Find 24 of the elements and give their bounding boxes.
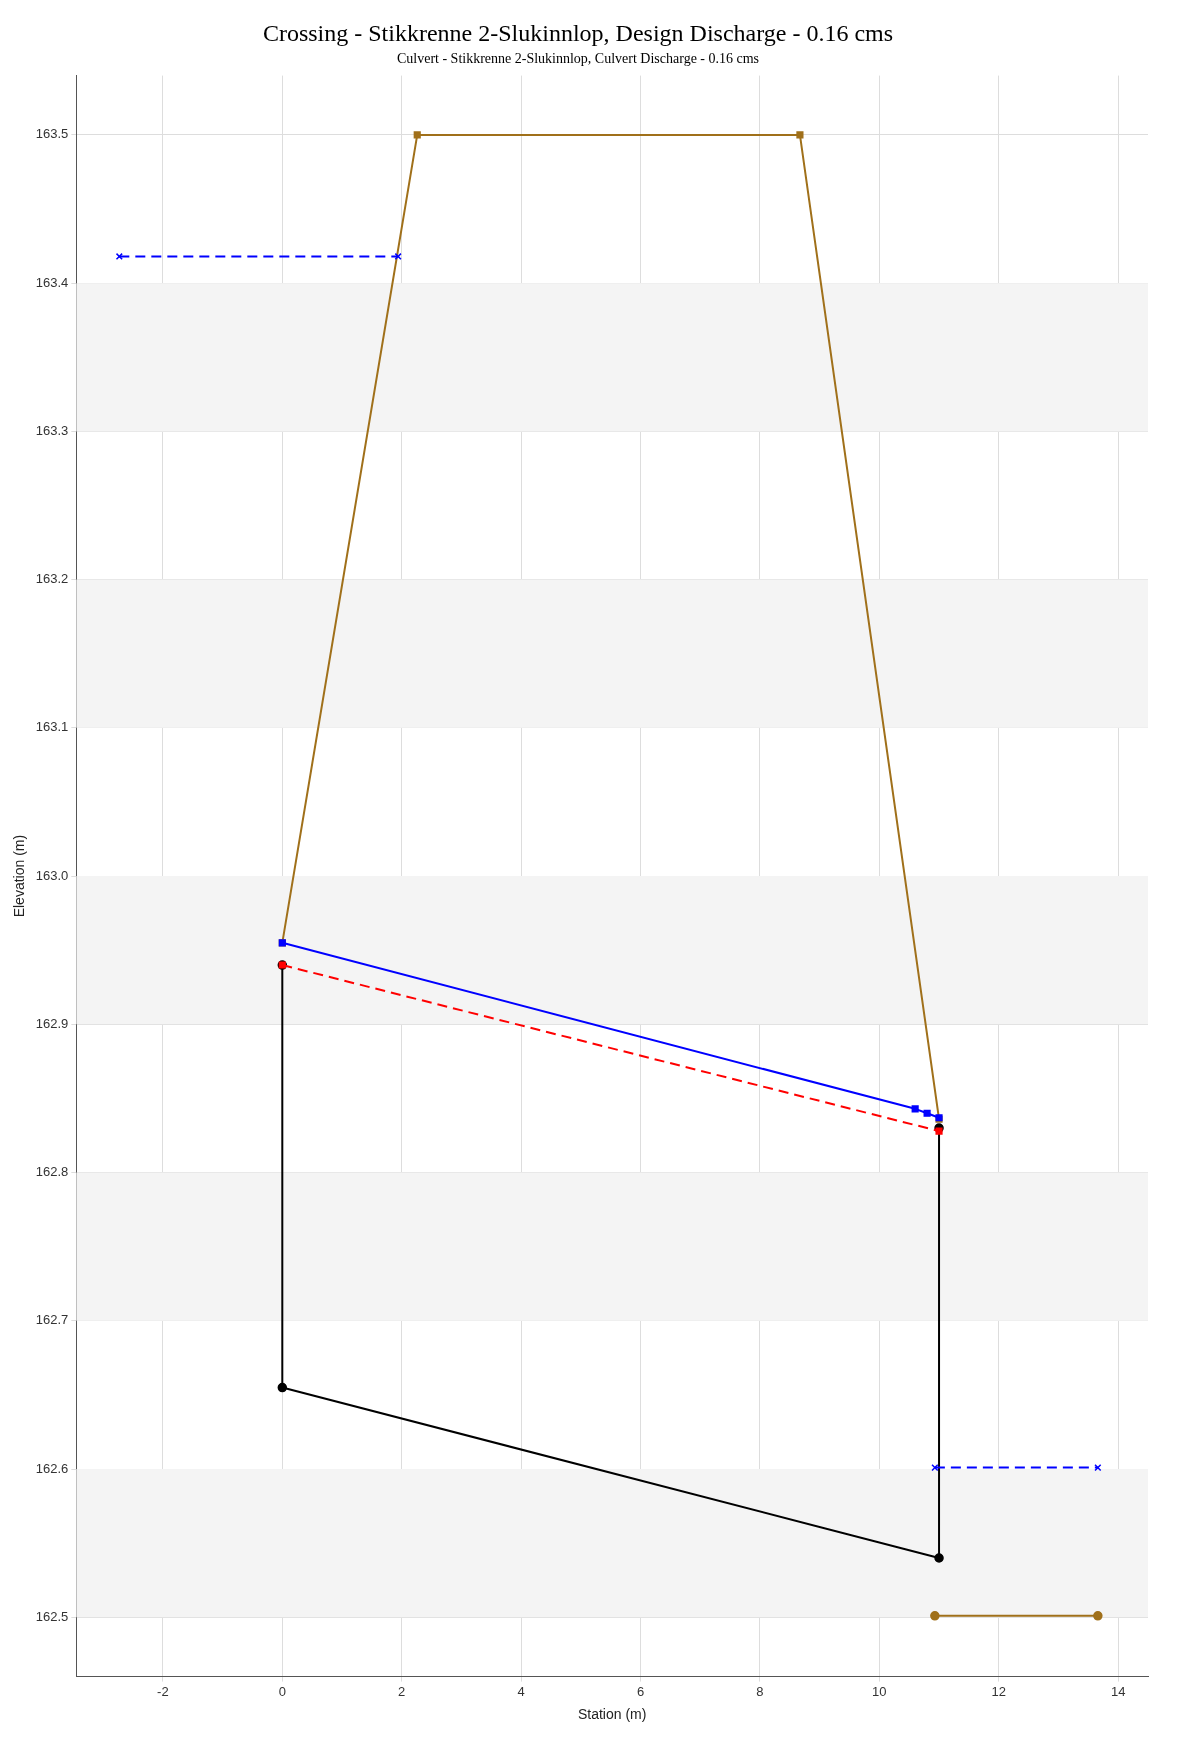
y-tick-label: 163.5 [35, 126, 69, 142]
y-tick-label: 162.7 [35, 1312, 69, 1328]
y-tick-label: 163.0 [35, 867, 69, 883]
y-tick-label: 163.4 [35, 274, 69, 290]
x-axis-title: Station (m) [577, 1706, 647, 1723]
x-tick-label: 12 [991, 1683, 1006, 1699]
y-tick-label: 162.9 [35, 1015, 69, 1031]
x-tick-label: 0 [278, 1683, 286, 1699]
chart-title: Crossing - Stikkrenne 2-Slukinnlop, Design Discharge - 0.16 cms [262, 19, 894, 46]
x-tick-label: 14 [1110, 1683, 1126, 1699]
y-tick-label: 163.3 [35, 422, 69, 438]
y-tick-label: 162.8 [35, 1164, 69, 1180]
chart-subtitle: Culvert - Stikkrenne 2-Slukinnlop, Culvert Discharge - 0.16 cms [396, 50, 760, 66]
x-tick-label: 8 [756, 1683, 764, 1699]
y-tick-label: 162.5 [35, 1608, 69, 1624]
x-tick-label: 4 [517, 1683, 525, 1699]
y-tick-label: 162.6 [35, 1460, 69, 1476]
x-tick-label: 10 [872, 1683, 887, 1699]
y-tick-label: 163.2 [35, 571, 69, 587]
x-tick-label: 6 [636, 1683, 645, 1699]
y-axis-title: Elevation (m) [11, 834, 28, 918]
x-tick-label: 2 [398, 1683, 406, 1699]
y-tick-label: 163.1 [35, 719, 69, 735]
x-tick-label: -2 [157, 1683, 169, 1699]
